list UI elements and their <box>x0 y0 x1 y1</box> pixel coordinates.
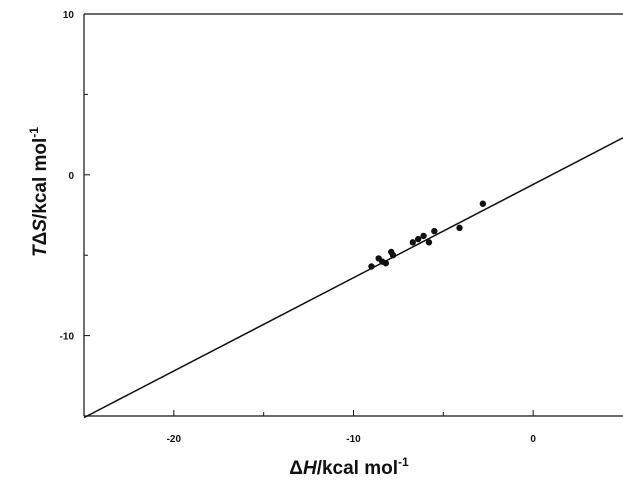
y-tick-label: -10 <box>60 332 75 343</box>
data-point <box>382 260 390 267</box>
y-axis-ticks: -10 0 10 <box>60 10 90 343</box>
fit-line-group <box>83 137 623 419</box>
x-tick-label: 0 <box>530 434 536 445</box>
data-point <box>389 252 397 259</box>
x-tick-label: -20 <box>167 434 182 445</box>
y-axis-title: TΔS/kcal mol-1 <box>27 127 51 257</box>
y-tick-label: 10 <box>63 10 75 21</box>
data-points <box>368 200 487 270</box>
x-tick-label: -10 <box>346 434 361 445</box>
fit-line <box>83 137 623 419</box>
data-point <box>414 235 422 243</box>
data-point <box>431 227 438 235</box>
x-axis-ticks: -20 -10 0 <box>167 410 536 445</box>
data-point <box>420 232 427 240</box>
x-axis-title: ΔH/kcal mol-1 <box>289 455 409 479</box>
y-tick-label: 0 <box>68 171 74 182</box>
data-point <box>479 200 487 207</box>
data-point <box>409 239 416 246</box>
data-point <box>456 224 463 232</box>
plot-frame <box>83 13 623 417</box>
data-point <box>425 239 433 246</box>
data-point <box>368 263 375 270</box>
